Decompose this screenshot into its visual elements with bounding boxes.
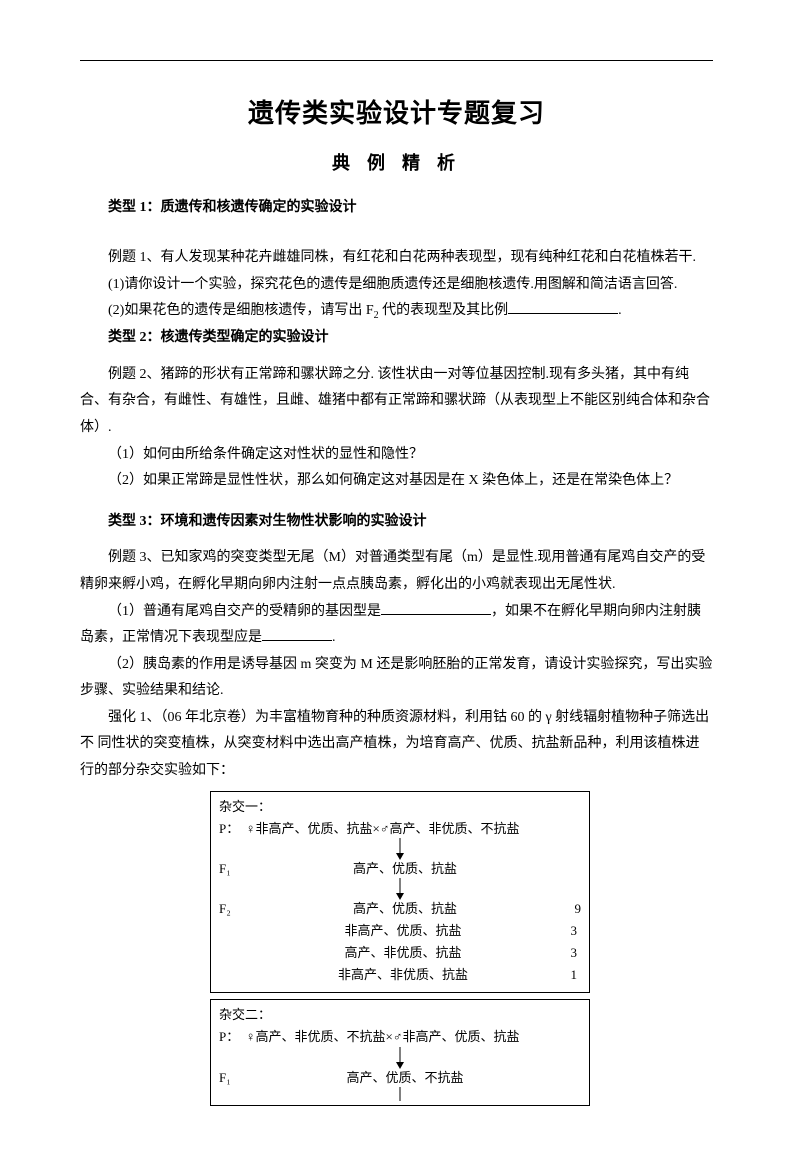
t3q1c: . — [332, 630, 336, 645]
type2-q1: （1）如何由所给条件确定这对性状的显性和隐性？ — [80, 442, 713, 469]
t3q1a: （1）普通有尾鸡自交产的受精卵的基因型是 — [108, 604, 381, 619]
f2-n3: 1 — [553, 964, 581, 986]
cross1-f2-rest: 非高产、优质、抗盐3 高产、非优质、抗盐3 非高产、非优质、抗盐1 — [219, 920, 581, 986]
top-rule — [80, 60, 713, 61]
t1p3c: . — [618, 303, 622, 318]
type1-p1: 例题 1、有人发现某种花卉雌雄同株，有红花和白花两种表现型，现有纯种红花和白花植… — [80, 245, 713, 272]
f2-t0: 高产、优质、抗盐 — [253, 898, 557, 920]
type2-p1: 例题 2、猪蹄的形状有正常蹄和骡状蹄之分. 该性状由一对等位基因控制.现有多头猪… — [80, 362, 713, 442]
type1-heading: 类型 1：质遗传和核遗传确定的实验设计 — [80, 195, 713, 222]
arrow-icon — [219, 1047, 581, 1069]
blank-2 — [381, 614, 491, 615]
page-subtitle: 典 例 精 析 — [80, 146, 713, 180]
cross2-f1: 高产、优质、不抗盐 — [253, 1067, 557, 1089]
cross2-title: 杂交二： — [219, 1004, 581, 1026]
f1-label: F₁ — [219, 858, 253, 880]
type3-q1: （1）普通有尾鸡自交产的受精卵的基因型是，如果不在孵化早期向卵内注射胰岛素，正常… — [80, 599, 713, 652]
f1-label2: F₁ — [219, 1067, 253, 1089]
cross2-p: P： ♀高产、非优质、不抗盐×♂非高产、优质、抗盐 — [219, 1026, 581, 1048]
arrow-icon — [219, 838, 581, 860]
type3-q2: （2）胰岛素的作用是诱导基因 m 突变为 M 还是影响胚胎的正常发育，请设计实验… — [80, 652, 713, 705]
type3-heading: 类型 3：环境和遗传因素对生物性状影响的实验设计 — [80, 509, 713, 536]
f2-label: F₂ — [219, 898, 253, 920]
t1p3a: (2)如果花色的遗传是细胞核遗传，请写出 F — [108, 303, 374, 318]
spacer — [80, 495, 713, 509]
cross1-f1: 高产、优质、抗盐 — [253, 858, 557, 880]
cross2-f1-row: F₁ 高产、优质、不抗盐 — [219, 1067, 581, 1089]
f2-t1: 非高产、优质、抗盐 — [253, 920, 553, 942]
cross1-f1-row: F₁ 高产、优质、抗盐 — [219, 858, 581, 880]
cross1-title: 杂交一： — [219, 796, 581, 818]
type3-p2: 强化 1、（06 年北京卷）为丰富植物育种的种质资源材料，利用钴 60 的 γ … — [80, 705, 713, 785]
f2-t3: 非高产、非优质、抗盐 — [253, 964, 553, 986]
f2-n2: 3 — [553, 942, 581, 964]
blank-3 — [262, 640, 332, 641]
type1-p3: (2)如果花色的遗传是细胞核遗传，请写出 F2 代的表现型及其比例. — [80, 298, 713, 325]
cross1-f2-row0: F₂ 高产、优质、抗盐 9 — [219, 898, 581, 920]
cross2-box: 杂交二： P： ♀高产、非优质、不抗盐×♂非高产、优质、抗盐 F₁ 高产、优质、… — [210, 999, 590, 1105]
type3-p1: 例题 3、已知家鸡的突变类型无尾（M）对普通类型有尾（m）是显性.现用普通有尾鸡… — [80, 545, 713, 598]
f2-t2: 高产、非优质、抗盐 — [253, 942, 553, 964]
type2-q2: （2）如果正常蹄是显性性状，那么如何确定这对基因是在 X 染色体上，还是在常染色… — [80, 468, 713, 495]
type2-heading: 类型 2：核遗传类型确定的实验设计 — [80, 325, 713, 352]
f2-n1: 3 — [553, 920, 581, 942]
f2-n0: 9 — [557, 898, 581, 920]
spacer — [80, 231, 713, 245]
arrow-icon — [219, 1087, 581, 1101]
page-title: 遗传类实验设计专题复习 — [80, 89, 713, 138]
f2-r2: 高产、非优质、抗盐3 — [253, 942, 581, 964]
arrow-icon — [219, 878, 581, 900]
blank-1 — [508, 313, 618, 314]
type1-p2: (1)请你设计一个实验，探究花色的遗传是细胞质遗传还是细胞核遗传.用图解和简洁语… — [80, 272, 713, 299]
t1p3b: 代的表现型及其比例 — [379, 303, 509, 318]
f2-r3: 非高产、非优质、抗盐1 — [253, 964, 581, 986]
cross1-box: 杂交一： P： ♀非高产、优质、抗盐×♂高产、非优质、不抗盐 F₁ 高产、优质、… — [210, 791, 590, 994]
f2-r1: 非高产、优质、抗盐3 — [253, 920, 581, 942]
cross1-p: P： ♀非高产、优质、抗盐×♂高产、非优质、不抗盐 — [219, 818, 581, 840]
